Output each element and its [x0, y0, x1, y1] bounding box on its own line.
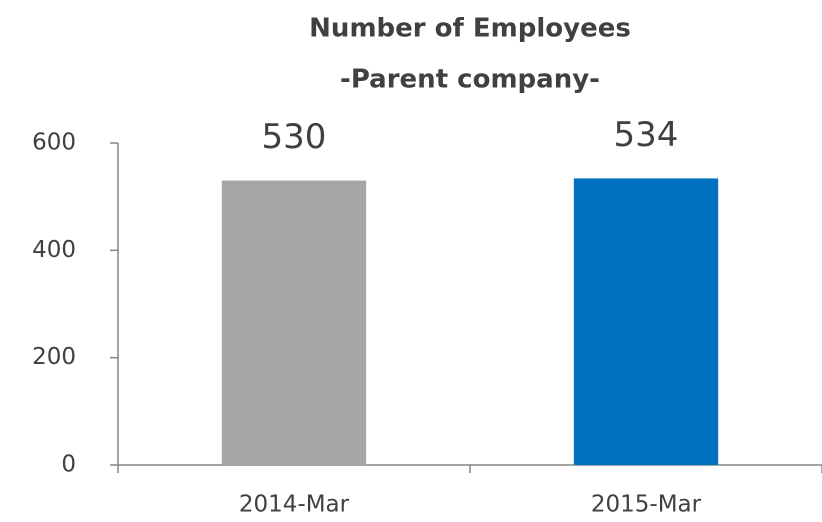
- bar: [573, 178, 719, 466]
- y-tick-label: 400: [32, 237, 76, 263]
- data-label: 534: [614, 115, 679, 155]
- y-tick-label: 0: [61, 452, 76, 478]
- bar: [221, 180, 367, 466]
- data-label: 530: [262, 117, 327, 157]
- chart-subtitle: -Parent company-: [340, 65, 600, 95]
- chart-title: Number of Employees: [309, 14, 631, 44]
- x-tick-label: 2015-Mar: [591, 492, 702, 518]
- x-tick-label: 2014-Mar: [239, 492, 350, 518]
- y-tick-label: 200: [32, 344, 76, 370]
- y-tick-label: 600: [32, 130, 76, 156]
